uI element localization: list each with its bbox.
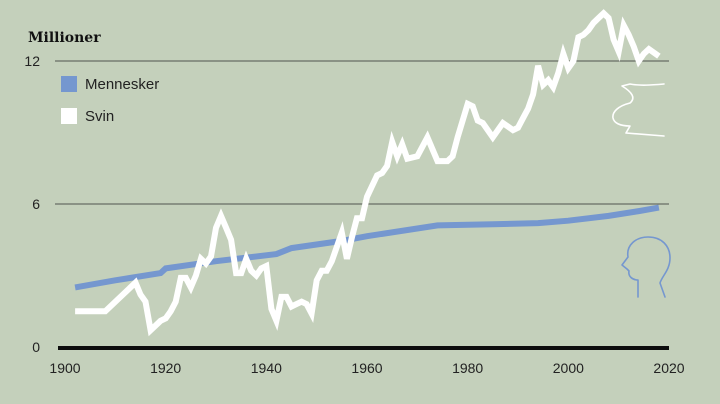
x-tick-label-1980: 1980 <box>452 360 483 376</box>
series-line-mennesker <box>74 204 660 291</box>
series-line-svin <box>75 9 661 337</box>
legend-label-svin: Svin <box>85 108 114 125</box>
x-tick-label-1960: 1960 <box>351 360 382 376</box>
y-tick-label-0: 0 <box>32 339 40 355</box>
legend-label-mennesker: Mennesker <box>85 76 159 93</box>
legend-swatch-svin <box>61 108 77 124</box>
x-tick-label-2000: 2000 <box>553 360 584 376</box>
legend-swatch-mennesker <box>61 76 77 92</box>
y-axis-unit-title: Millioner <box>28 30 101 46</box>
x-tick-label-1920: 1920 <box>150 360 181 376</box>
pig-icon <box>612 83 665 137</box>
x-tick-label-1900: 1900 <box>49 360 80 376</box>
y-tick-label-12: 12 <box>24 53 40 69</box>
x-tick-label-2020: 2020 <box>653 360 684 376</box>
y-tick-label-6: 6 <box>32 196 40 212</box>
human-head-icon <box>621 236 671 298</box>
x-tick-label-1940: 1940 <box>251 360 282 376</box>
